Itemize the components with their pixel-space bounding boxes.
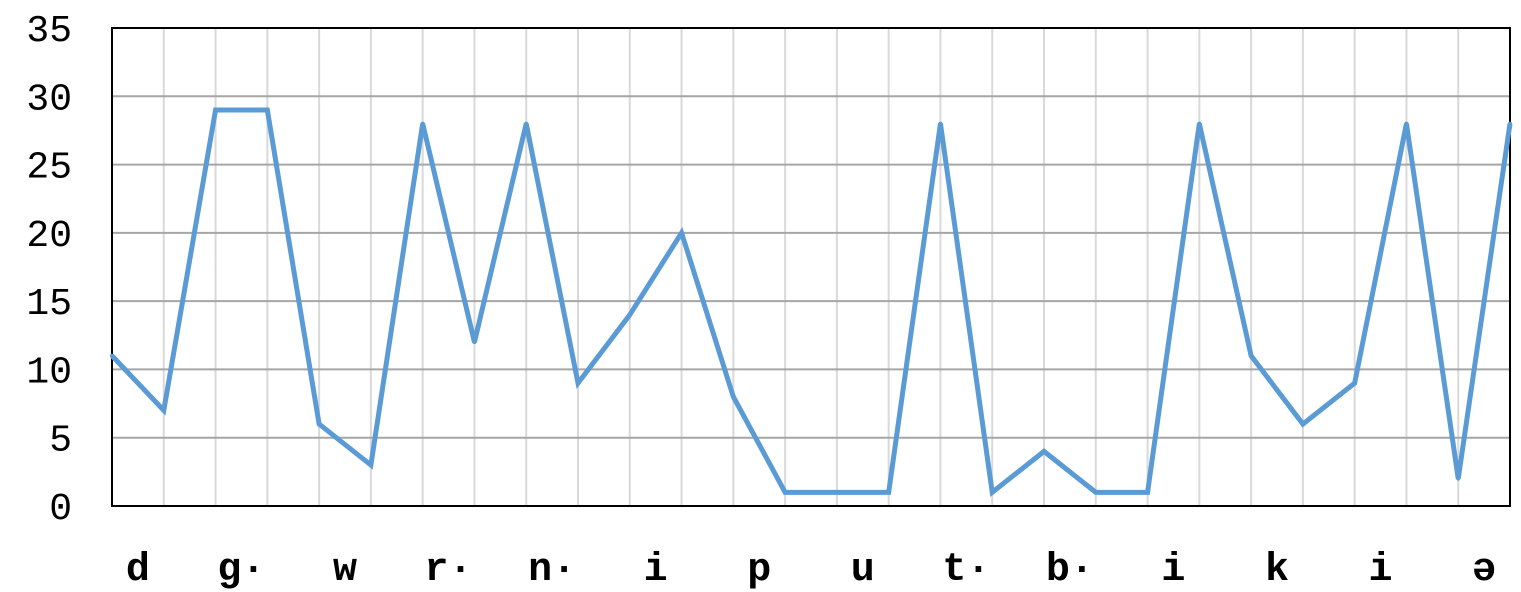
x-tick-label: r· — [425, 548, 473, 592]
data-point — [420, 121, 425, 126]
data-point — [1508, 121, 1512, 126]
data-point — [1145, 490, 1150, 495]
y-tick-label: 15 — [26, 283, 72, 326]
x-tick-label: i — [1161, 548, 1185, 592]
data-point — [472, 340, 477, 345]
data-point — [938, 121, 943, 126]
x-tick-label: t· — [942, 548, 990, 592]
x-tick-label: n· — [528, 548, 576, 592]
data-point — [1456, 476, 1461, 481]
x-tick-label: u — [851, 548, 875, 592]
data-point — [783, 490, 788, 495]
x-tick-label: k — [1265, 548, 1289, 592]
data-point — [1404, 121, 1409, 126]
y-tick-label: 20 — [26, 215, 72, 258]
x-tick-label: p — [747, 548, 771, 592]
plot-area-frame — [111, 27, 1511, 507]
x-tick-label: ə — [1472, 548, 1496, 592]
data-point — [524, 121, 529, 126]
y-tick-label: 35 — [26, 10, 72, 53]
y-tick-label: 0 — [49, 488, 72, 531]
series-line — [110, 107, 1513, 498]
data-point — [161, 408, 166, 413]
data-point — [368, 463, 373, 468]
x-axis-tick-labels: d g· w r· n· i p u t· b· i k i ə — [126, 548, 1496, 592]
data-point — [110, 353, 114, 358]
data-point — [886, 490, 891, 495]
x-tick-label: i — [1369, 548, 1393, 592]
y-tick-label: 5 — [49, 420, 72, 463]
data-point — [213, 107, 218, 112]
data-point — [576, 381, 580, 386]
data-point — [1300, 422, 1305, 427]
series-group — [110, 107, 1513, 498]
y-tick-label: 30 — [26, 78, 72, 121]
y-tick-label: 25 — [26, 147, 72, 190]
y-axis-tick-labels: 0 5 10 15 20 25 30 35 — [26, 10, 72, 531]
data-point — [265, 107, 270, 112]
x-tick-label: g· — [217, 548, 265, 592]
data-point — [1352, 381, 1357, 386]
data-point — [317, 422, 322, 427]
data-point — [1093, 490, 1098, 495]
data-point — [731, 394, 736, 399]
data-point — [834, 490, 839, 495]
data-point — [627, 312, 632, 317]
horizontal-gridlines — [112, 95, 1510, 439]
x-tick-label: i — [644, 548, 668, 592]
data-point — [679, 230, 684, 235]
y-tick-label: 10 — [26, 351, 72, 394]
data-point — [1249, 353, 1254, 358]
data-point — [1042, 449, 1046, 454]
x-tick-label: b· — [1046, 548, 1094, 592]
x-tick-label: d — [126, 548, 150, 592]
vertical-gridlines — [162, 28, 1460, 506]
data-point — [990, 490, 995, 495]
data-point — [1197, 121, 1202, 126]
x-tick-label: w — [333, 548, 357, 592]
